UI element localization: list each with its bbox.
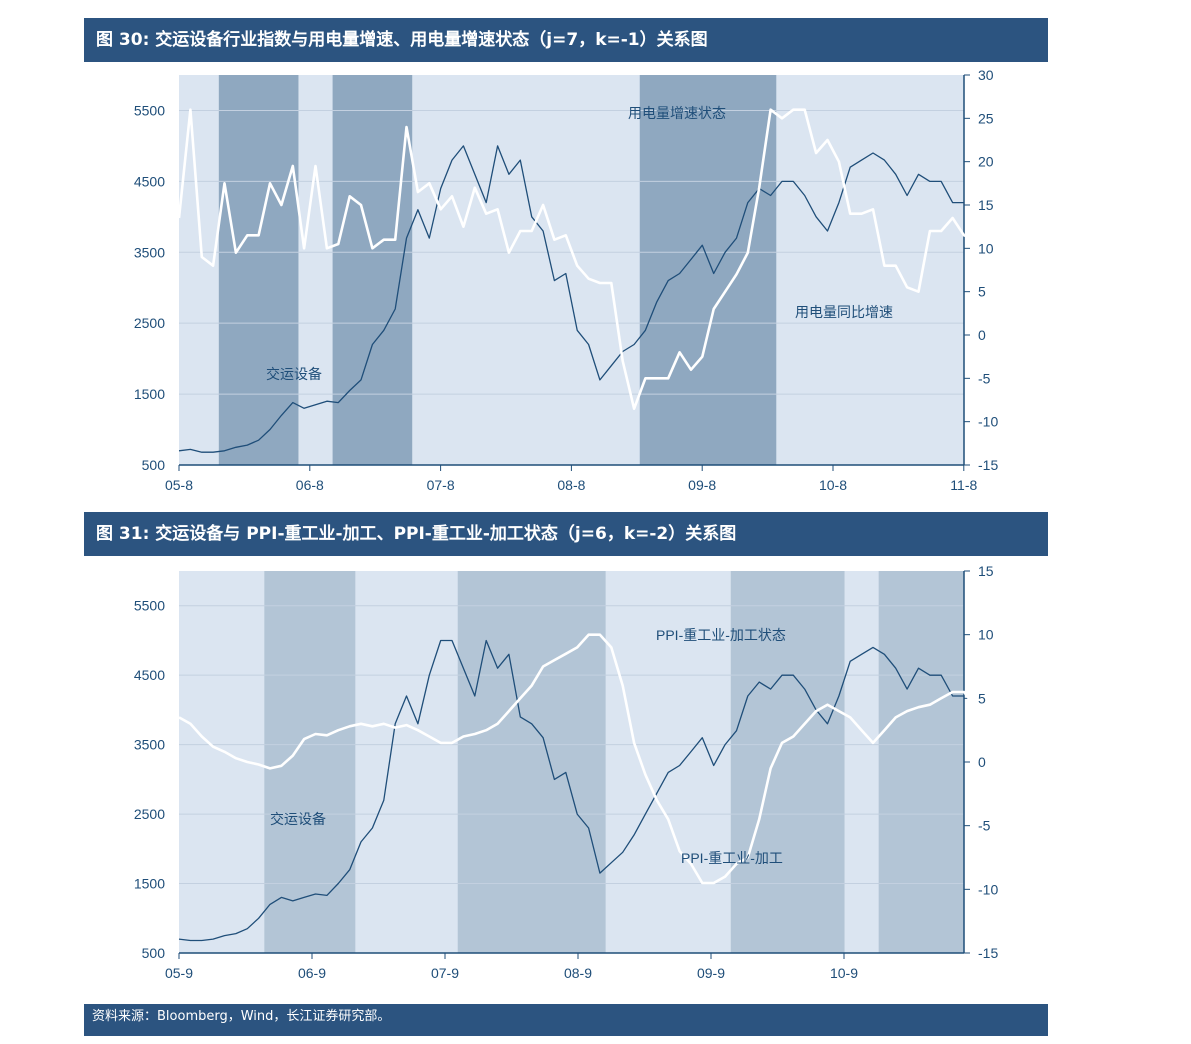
y-right-tick-label: 5	[978, 690, 986, 706]
y-right-tick-label: -15	[978, 945, 998, 961]
x-tick-label: 07-9	[431, 965, 459, 981]
x-tick-label: 11-8	[950, 477, 977, 493]
y-left-tick-label: 500	[142, 457, 166, 473]
y-right-tick-label: -5	[978, 370, 991, 386]
x-tick-label: 07-8	[427, 477, 455, 493]
y-right-tick-label: -5	[978, 818, 991, 834]
series-line-rate	[178, 633, 988, 885]
y-right-tick-label: -10	[978, 881, 998, 897]
x-tick-label: 09-8	[688, 477, 716, 493]
annotation-rate: PPI-重工业-加工	[681, 850, 783, 866]
chart2-title: 图 31: 交运设备与 PPI-重工业-加工、PPI-重工业-加工状态（j=6，…	[84, 512, 1048, 556]
y-right-tick-label: 5	[978, 284, 986, 300]
series-line-rate	[177, 108, 987, 411]
source-note: 资料来源：Bloomberg，Wind，长江证券研究部。	[84, 1004, 1048, 1036]
y-left-tick-label: 5500	[134, 102, 165, 118]
y-right-tick-label: 30	[978, 67, 994, 83]
x-tick-label: 08-8	[557, 477, 585, 493]
y-left-tick-label: 4500	[134, 667, 165, 683]
x-tick-label: 06-9	[298, 965, 326, 981]
annotation-state: 用电量增速状态	[628, 105, 726, 121]
y-left-tick-label: 5500	[134, 598, 165, 614]
y-left-tick-label: 500	[142, 945, 166, 961]
y-left-tick-label: 2500	[134, 315, 165, 331]
state-band	[639, 75, 777, 465]
chart1-plot: 500 1500 2500 3500 4500 5500 -15 -10 -5 0 5 10 15 20 2…	[134, 67, 999, 493]
y-right-tick-label: -15	[978, 457, 998, 473]
plot-background	[179, 75, 964, 465]
series-line-index	[178, 639, 964, 942]
series-line-index	[178, 145, 964, 453]
x-tick-label: 05-8	[165, 477, 193, 493]
state-band	[264, 571, 356, 953]
y-right-tick-label: 15	[978, 197, 994, 213]
chart1-title: 图 30: 交运设备行业指数与用电量增速、用电量增速状态（j=7，k=-1）关系…	[84, 18, 1048, 62]
x-tick-label: 09-9	[697, 965, 725, 981]
y-left-tick-label: 4500	[134, 173, 165, 189]
y-right-tick-label: 10	[978, 627, 994, 643]
y-right-tick-label: 0	[978, 754, 986, 770]
y-right-tick-label: 25	[978, 110, 994, 126]
state-band	[332, 75, 413, 465]
x-tick-label: 10-9	[830, 965, 858, 981]
annotation-state: PPI-重工业-加工状态	[656, 627, 786, 643]
y-right-tick-label: 10	[978, 240, 994, 256]
y-left-tick-label: 1500	[134, 386, 165, 402]
x-tick-label: 08-9	[564, 965, 592, 981]
x-tick-label: 05-9	[165, 965, 193, 981]
state-band	[457, 571, 606, 953]
state-band	[730, 571, 845, 953]
state-band	[878, 571, 964, 953]
y-right-tick-label: -10	[978, 414, 998, 430]
y-left-tick-label: 3500	[134, 737, 165, 753]
chart2-plot: 500 1500 2500 3500 4500 5500 -15 -10 -5 0 5 10 15 05-…	[134, 563, 999, 981]
y-left-tick-label: 3500	[134, 244, 165, 260]
y-left-tick-label: 1500	[134, 876, 165, 892]
annotation-rate: 用电量同比增速	[795, 304, 893, 320]
x-tick-label: 10-8	[819, 477, 847, 493]
y-right-tick-label: 15	[978, 563, 994, 579]
y-right-tick-label: 0	[978, 327, 986, 343]
x-tick-label: 06-8	[296, 477, 324, 493]
annotation-index: 交运设备	[266, 366, 322, 382]
y-left-tick-label: 2500	[134, 806, 165, 822]
y-right-tick-label: 20	[978, 154, 994, 170]
state-band	[218, 75, 299, 465]
annotation-index: 交运设备	[270, 811, 326, 827]
